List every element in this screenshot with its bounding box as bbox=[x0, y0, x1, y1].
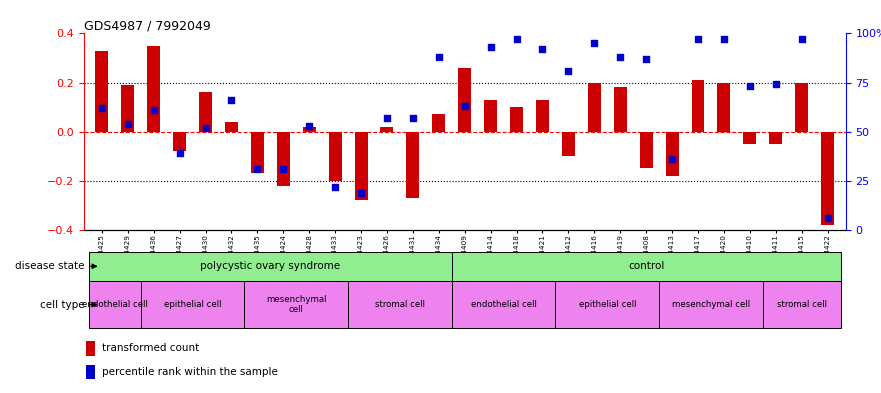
Text: mesenchymal cell: mesenchymal cell bbox=[672, 300, 750, 309]
Bar bbox=[89, 281, 141, 328]
Bar bbox=[485, 100, 497, 132]
Point bbox=[432, 54, 446, 60]
Text: polycystic ovary syndrome: polycystic ovary syndrome bbox=[200, 261, 340, 271]
Point bbox=[250, 166, 264, 172]
Bar bbox=[666, 132, 678, 176]
Point bbox=[328, 184, 342, 190]
Bar bbox=[329, 132, 342, 181]
Text: cell type: cell type bbox=[41, 299, 85, 310]
Bar bbox=[510, 107, 523, 132]
Bar bbox=[555, 281, 659, 328]
Bar bbox=[659, 281, 763, 328]
Bar bbox=[251, 132, 263, 173]
Bar bbox=[277, 132, 290, 185]
Bar bbox=[433, 114, 445, 132]
Point bbox=[795, 36, 809, 42]
Bar bbox=[86, 341, 95, 356]
Bar bbox=[744, 132, 756, 144]
Text: endothelial cell: endothelial cell bbox=[82, 300, 148, 309]
Point bbox=[198, 125, 212, 131]
Bar bbox=[452, 252, 840, 281]
Text: control: control bbox=[628, 261, 664, 271]
Bar bbox=[458, 68, 471, 132]
Point bbox=[146, 107, 160, 113]
Text: endothelial cell: endothelial cell bbox=[470, 300, 537, 309]
Point bbox=[225, 97, 239, 103]
Point bbox=[509, 36, 523, 42]
Point bbox=[173, 150, 187, 156]
Bar bbox=[406, 132, 419, 198]
Text: mesenchymal
cell: mesenchymal cell bbox=[266, 295, 327, 314]
Point bbox=[95, 105, 109, 111]
Bar bbox=[174, 132, 186, 151]
Bar bbox=[692, 80, 705, 132]
Text: percentile rank within the sample: percentile rank within the sample bbox=[102, 367, 278, 377]
Point bbox=[302, 123, 316, 129]
Point bbox=[561, 68, 575, 74]
Point bbox=[691, 36, 705, 42]
Point bbox=[406, 115, 420, 121]
Bar bbox=[86, 365, 95, 379]
Bar bbox=[640, 132, 653, 169]
Point bbox=[820, 215, 834, 221]
Point bbox=[121, 121, 135, 127]
Bar bbox=[199, 92, 212, 132]
Bar bbox=[122, 85, 134, 132]
Text: stromal cell: stromal cell bbox=[375, 300, 425, 309]
Point bbox=[665, 156, 679, 162]
Point bbox=[769, 81, 783, 88]
Point bbox=[536, 46, 550, 52]
Bar bbox=[95, 51, 108, 132]
Bar bbox=[381, 127, 394, 132]
Bar bbox=[536, 100, 549, 132]
Bar bbox=[614, 87, 626, 132]
Point bbox=[743, 83, 757, 90]
Bar bbox=[562, 132, 575, 156]
Bar bbox=[452, 281, 555, 328]
Bar bbox=[141, 281, 244, 328]
Bar bbox=[354, 132, 367, 200]
Point bbox=[380, 115, 394, 121]
Bar bbox=[303, 127, 315, 132]
Bar bbox=[821, 132, 834, 225]
Bar bbox=[588, 83, 601, 132]
Point bbox=[613, 54, 627, 60]
Bar bbox=[769, 132, 782, 144]
Text: epithelial cell: epithelial cell bbox=[579, 300, 636, 309]
Text: transformed count: transformed count bbox=[102, 343, 199, 353]
Bar bbox=[244, 281, 348, 328]
Point bbox=[354, 189, 368, 196]
Point bbox=[588, 40, 602, 46]
Point bbox=[484, 44, 498, 50]
Bar bbox=[147, 46, 160, 132]
Text: GDS4987 / 7992049: GDS4987 / 7992049 bbox=[84, 19, 211, 32]
Text: stromal cell: stromal cell bbox=[777, 300, 826, 309]
Text: epithelial cell: epithelial cell bbox=[164, 300, 221, 309]
Point bbox=[277, 166, 291, 172]
Bar bbox=[796, 83, 808, 132]
Bar bbox=[348, 281, 452, 328]
Point bbox=[639, 56, 653, 62]
Point bbox=[717, 36, 731, 42]
Bar bbox=[763, 281, 840, 328]
Text: disease state: disease state bbox=[16, 261, 85, 271]
Bar bbox=[717, 83, 730, 132]
Bar bbox=[89, 252, 452, 281]
Point bbox=[458, 103, 472, 109]
Bar bbox=[225, 122, 238, 132]
